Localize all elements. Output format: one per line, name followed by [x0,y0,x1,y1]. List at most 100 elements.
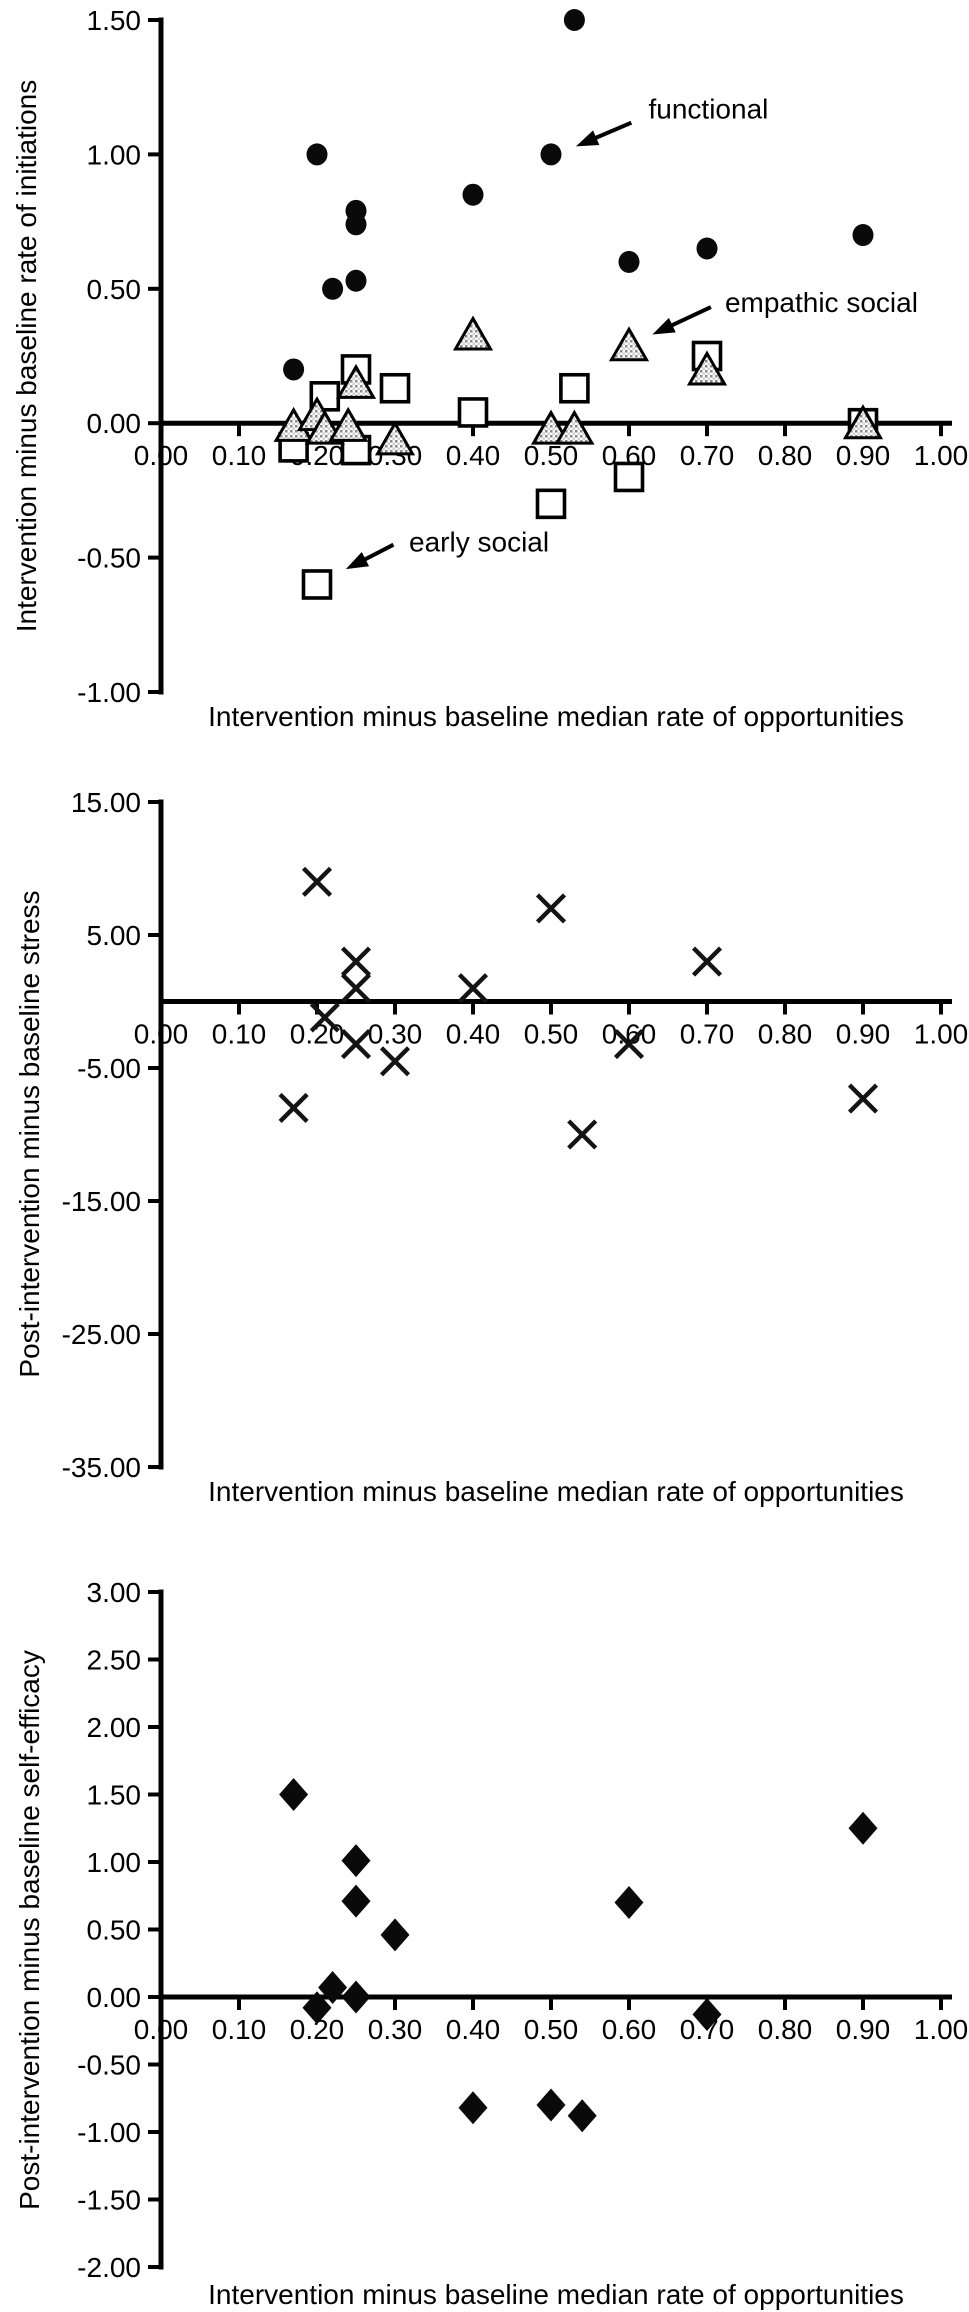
y-tick-label: -1.00 [77,677,141,708]
data-point [613,1029,645,1060]
data-point-empathic-social [374,420,416,456]
x-axis-title-stress: Intervention minus baseline median rate … [208,1476,904,1507]
annotation-arrow-line [667,305,712,329]
data-point-early-social [301,569,333,600]
plot-self-efficacy: 3.00 2.50 2.00 1.50 1.00 0.50 0.00 -0.50 -1.00 -1… [77,1577,968,2283]
data-point-functional [322,277,344,300]
annotation-label: empathic social [725,287,918,318]
x-axis-title-self-efficacy: Intervention minus baseline median rate … [208,2279,904,2310]
data-point-functional [563,9,585,31]
data-point [458,2091,488,2125]
y-tick-label: -1.00 [77,2117,141,2148]
x-tick-label: 0.50 [524,1019,579,1050]
data-point [278,1092,309,1123]
data-point-empathic-social [335,363,377,399]
annotation-arrow-head [652,317,676,335]
data-point [536,2088,566,2122]
x-tick-label: 0.10 [212,440,267,471]
x-tick-label: 0.70 [680,440,735,471]
y-tick-label: 0.00 [87,408,142,439]
data-point [279,1778,309,1811]
x-tick-label: 0.90 [836,1019,891,1050]
x-tick-label: 1.00 [914,2014,969,2045]
x-tick-label: 0.10 [212,1019,267,1050]
annotation-label: early social [409,526,549,557]
y-tick-label: -0.50 [77,543,141,574]
data-point-functional [462,183,484,206]
data-point-functional [283,358,305,381]
y-tick-label: 2.00 [87,1712,142,1743]
annotation-arrow-line [360,542,395,563]
x-tick-label: 1.00 [914,1019,969,1050]
x-tick-label: 0.80 [758,1019,813,1050]
x-axis-title-initiations: Intervention minus baseline median rate … [208,701,904,732]
data-point [614,1886,644,1919]
y-tick-label: -5.00 [77,1053,141,1084]
y-axis-title-stress: Post-intervention minus baseline stress [14,890,45,1378]
data-point [847,1083,879,1114]
x-tick-label: 0.80 [758,440,813,471]
x-tick-label: 0.90 [836,440,891,471]
data-point-empathic-social [686,350,728,386]
y-tick-label: 3.00 [87,1577,142,1608]
x-tick-label: 0.50 [524,2014,579,2045]
annotation-label: functional [649,94,769,125]
y-tick-label: -2.00 [77,2252,141,2283]
y-tick-label: 0.00 [87,1982,142,2013]
y-tick-label: -0.50 [77,2050,141,2081]
data-point-early-social [379,372,411,404]
data-point-functional [618,250,640,273]
plot-stress: 15.00 5.00 -5.00 -15.00 -25.00 -35.00 0.00 0.10… [62,787,969,1483]
data-point-functional [540,143,562,166]
data-point-empathic-social [608,326,650,362]
annotation-arrow-line [591,120,633,142]
data-point [380,1918,410,1952]
annotation-arrow-head [345,551,370,570]
y-tick-label: 0.50 [87,1915,142,1946]
data-point [379,1046,411,1077]
y-tick-label: -25.00 [62,1319,141,1350]
data-point-early-social [559,372,590,404]
y-tick-label: -1.50 [77,2185,141,2216]
y-tick-label: 2.50 [87,1645,142,1676]
data-point [302,1991,332,2025]
data-point-early-social [535,488,567,520]
data-point [301,866,333,897]
data-point-functional [345,269,367,292]
data-point [692,1998,722,2032]
x-tick-label: 0.40 [446,1019,501,1050]
data-point-early-social [457,397,489,428]
data-point [691,946,723,977]
x-tick-label: 0.10 [212,2014,267,2045]
data-point-empathic-social [842,404,884,440]
y-tick-label: 1.50 [87,1780,142,1811]
x-tick-label: 0.80 [758,2014,813,2045]
data-point [341,1980,371,2014]
x-tick-label: 0.60 [602,2014,657,2045]
y-tick-label: 1.00 [87,139,142,170]
x-tick-label: 0.70 [680,1019,735,1050]
x-tick-label: 0.50 [524,440,579,471]
y-axis-title-self-efficacy: Post-intervention minus baseline self-ef… [14,1650,45,2210]
x-tick-label: 0.00 [134,440,189,471]
x-tick-label: 0.30 [368,2014,423,2045]
data-point [567,2099,597,2133]
y-tick-label: -15.00 [62,1186,141,1217]
data-point [457,973,489,1004]
x-tick-label: 0.90 [836,2014,891,2045]
x-tick-label: 1.00 [914,440,969,471]
x-tick-label: 0.30 [368,1019,423,1050]
x-tick-label: 0.40 [446,2014,501,2045]
data-point-functional [345,199,367,222]
data-point [341,1844,371,1878]
data-point-empathic-social [452,315,494,351]
data-point [340,973,372,1004]
data-point [340,1029,372,1060]
y-axis-title-initiations: Intervention minus baseline rate of init… [11,79,42,633]
y-tick-label: -35.00 [62,1452,141,1483]
x-tick-label: 0.40 [446,440,501,471]
data-point-early-social [613,461,645,493]
annotation-arrow-head [575,130,600,147]
